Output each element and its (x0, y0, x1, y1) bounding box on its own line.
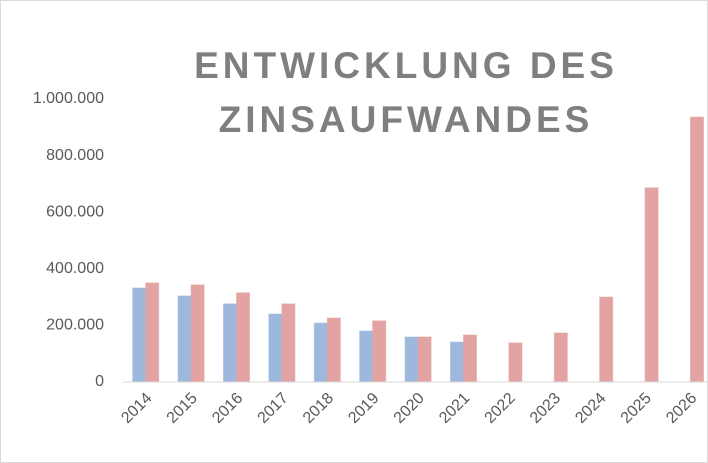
bar (177, 295, 192, 383)
bar (553, 332, 568, 383)
x-tick-label: 2025 (618, 390, 655, 427)
bar (450, 341, 464, 383)
x-tick-label: 2018 (300, 390, 337, 427)
bar (132, 287, 147, 383)
bar (644, 187, 659, 383)
bar (599, 296, 614, 383)
bar (236, 292, 250, 383)
x-tick-label: 2019 (345, 390, 382, 427)
bar (463, 334, 477, 383)
x-tick-label: 2022 (482, 390, 519, 427)
bar (145, 282, 160, 383)
bar (281, 303, 296, 383)
bar (313, 322, 328, 383)
x-tick-label: 2020 (391, 390, 428, 427)
y-tick-label: 200.000 (46, 317, 104, 334)
bar (268, 313, 283, 383)
y-tick-label: 0 (95, 373, 104, 390)
bar (690, 116, 704, 383)
bar (359, 330, 374, 383)
x-tick-label: 2021 (436, 390, 473, 427)
x-tick-label: 2024 (572, 390, 609, 427)
y-tick-label: 600.000 (46, 203, 104, 220)
x-tick-label: 2017 (255, 390, 292, 427)
y-tick-label: 1.000.000 (33, 90, 104, 107)
x-tick-label: 2016 (209, 390, 246, 427)
x-tick-label: 2023 (527, 390, 564, 427)
y-tick-label: 800.000 (46, 147, 104, 164)
x-tick-label: 2026 (663, 390, 700, 427)
chart-title: ENTWICKLUNG DES ZINSAUFWANDES (194, 45, 618, 140)
y-tick-label: 400.000 (46, 260, 104, 277)
bar (326, 317, 341, 383)
bar (223, 303, 237, 383)
bar (404, 336, 419, 383)
bar (508, 342, 523, 383)
bar (417, 336, 432, 383)
bar (372, 320, 387, 383)
x-tick-label: 2014 (118, 390, 155, 427)
x-tick-label: 2015 (164, 390, 201, 427)
bar (190, 284, 205, 383)
